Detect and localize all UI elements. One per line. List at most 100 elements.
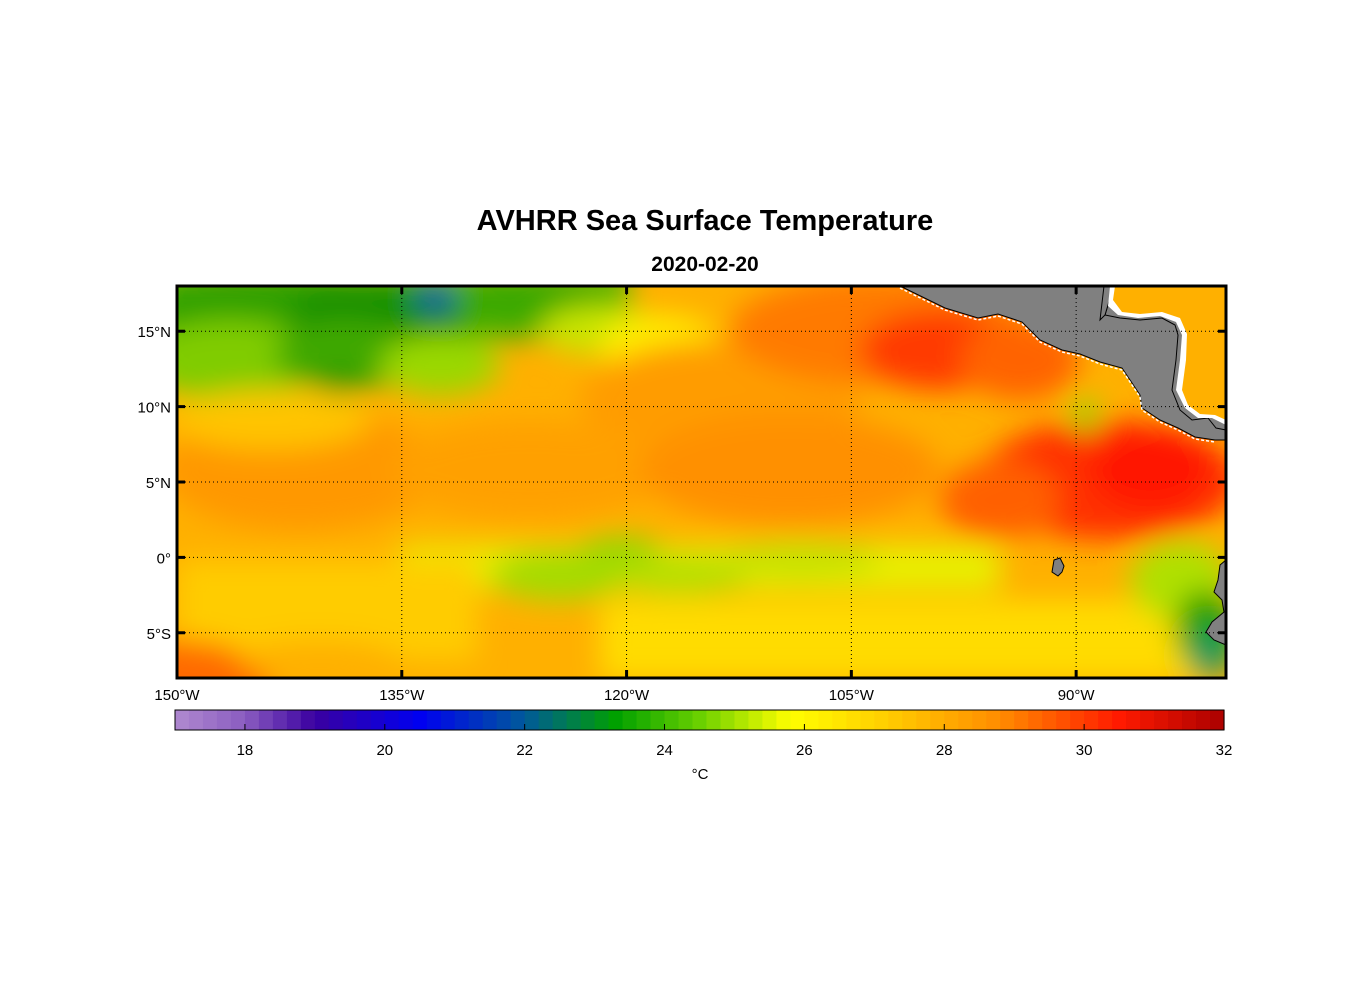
lon-tick-label: 90°W <box>1058 687 1096 704</box>
colorbar-swatch <box>608 710 624 730</box>
colorbar-swatch <box>454 710 470 730</box>
colorbar-swatch <box>650 710 666 730</box>
colorbar-swatch <box>860 710 875 730</box>
colorbar-swatch <box>244 710 260 730</box>
colorbar-swatch <box>888 710 903 730</box>
colorbar-tick-label: 18 <box>237 742 254 759</box>
yucatan-water <box>1113 286 1226 420</box>
colorbar-swatch <box>370 710 386 730</box>
colorbar-swatch <box>972 710 987 730</box>
colorbar-tick-label: 22 <box>516 742 533 759</box>
colorbar-swatch <box>1154 710 1169 730</box>
lat-tick-label: 0° <box>157 550 171 567</box>
lat-tick-label: 5°S <box>147 626 171 643</box>
colorbar-swatch <box>412 710 428 730</box>
colorbar-swatch <box>384 710 400 730</box>
colorbar-swatch <box>678 710 694 730</box>
colorbar-swatch <box>286 710 302 730</box>
colorbar-swatch <box>1056 710 1071 730</box>
colorbar-swatch <box>832 710 847 730</box>
colorbar-swatch <box>580 710 596 730</box>
colorbar-swatch <box>175 710 190 730</box>
colorbar-tick-label: 28 <box>936 742 953 759</box>
colorbar-swatch <box>1196 710 1211 730</box>
colorbar-swatch <box>1070 710 1085 730</box>
colorbar-swatch <box>594 710 610 730</box>
colorbar-swatch <box>314 710 330 730</box>
colorbar-swatch <box>1140 710 1155 730</box>
colorbar-swatch <box>1112 710 1127 730</box>
colorbar-swatch <box>1210 710 1225 730</box>
colorbar-swatch <box>440 710 456 730</box>
colorbar-ticks: 18 20 22 24 26 28 30 32 <box>237 724 1233 759</box>
colorbar-swatch <box>1126 710 1141 730</box>
colorbar-swatch <box>538 710 554 730</box>
galapagos-island <box>1051 557 1065 577</box>
map-ticks <box>175 286 1226 678</box>
map-tick-labels: 150°W 135°W 120°W 105°W 90°W 15°N 10°N 5°N 0° 5°S <box>137 324 1095 704</box>
colorbar-swatch <box>496 710 512 730</box>
colorbar-swatch <box>328 710 344 730</box>
sst-field <box>177 286 1226 678</box>
colorbar-swatch <box>1084 710 1099 730</box>
colorbar-swatch <box>1000 710 1015 730</box>
colorbar-swatch <box>944 710 959 730</box>
colorbar-swatch <box>342 710 358 730</box>
colorbar-swatch <box>216 710 232 730</box>
colorbar-swatch <box>1028 710 1043 730</box>
colorbar-tick-label: 32 <box>1216 742 1233 759</box>
lon-tick-label: 135°W <box>379 687 425 704</box>
colorbar-swatch <box>720 710 736 730</box>
colorbar-swatch <box>790 710 805 730</box>
lat-tick-label: 5°N <box>146 475 171 492</box>
colorbar-swatch <box>1014 710 1029 730</box>
colorbar-swatch <box>482 710 498 730</box>
lon-tick-label: 150°W <box>154 687 200 704</box>
colorbar-frame <box>174 709 1225 731</box>
lat-tick-label: 10°N <box>137 400 171 417</box>
colorbar-swatch <box>804 710 819 730</box>
colorbar-swatch <box>426 710 442 730</box>
colorbar-swatch <box>762 710 778 730</box>
colorbar-swatch <box>1168 710 1183 730</box>
colorbar-swatch <box>902 710 917 730</box>
colorbar-swatch <box>188 710 204 730</box>
colorbar-tick-label: 30 <box>1076 742 1093 759</box>
colorbar-unit-label: °C <box>692 766 709 783</box>
colorbar-swatch <box>776 710 792 730</box>
colorbar-swatch <box>398 710 414 730</box>
colorbar-swatch <box>874 710 889 730</box>
colorbar-swatch <box>258 710 274 730</box>
colorbar-swatch <box>524 710 540 730</box>
colorbar-swatch <box>356 710 372 730</box>
colorbar-swatch <box>468 710 484 730</box>
colorbar-tick-label: 26 <box>796 742 813 759</box>
colorbar-swatch <box>748 710 764 730</box>
colorbar-swatch <box>300 710 316 730</box>
colorbar-swatch <box>230 710 246 730</box>
colorbar-swatch <box>552 710 568 730</box>
colorbar-swatch <box>986 710 1001 730</box>
colorbar-swatch <box>664 710 680 730</box>
lon-tick-label: 120°W <box>604 687 650 704</box>
map-title: AVHRR Sea Surface Temperature <box>476 205 934 237</box>
colorbar-swatch <box>636 710 652 730</box>
colorbar-swatch <box>202 710 218 730</box>
map-subtitle: 2020-02-20 <box>651 253 759 276</box>
colorbar-swatch <box>692 710 708 730</box>
lon-tick-label: 105°W <box>829 687 875 704</box>
colorbar-swatch <box>818 710 833 730</box>
colorbar-swatch <box>272 710 288 730</box>
colorbar-swatch <box>734 710 750 730</box>
colorbar-swatch <box>916 710 931 730</box>
south-america-land <box>1205 558 1227 646</box>
colorbar-swatch <box>622 710 638 730</box>
colorbar-swatch <box>930 710 945 730</box>
colorbar-swatch <box>1182 710 1197 730</box>
colorbar-swatch <box>1098 710 1113 730</box>
colorbar-swatch <box>706 710 722 730</box>
colorbar-swatch <box>566 710 582 730</box>
land-masses <box>899 285 1227 646</box>
colorbar-tick-label: 24 <box>656 742 673 759</box>
